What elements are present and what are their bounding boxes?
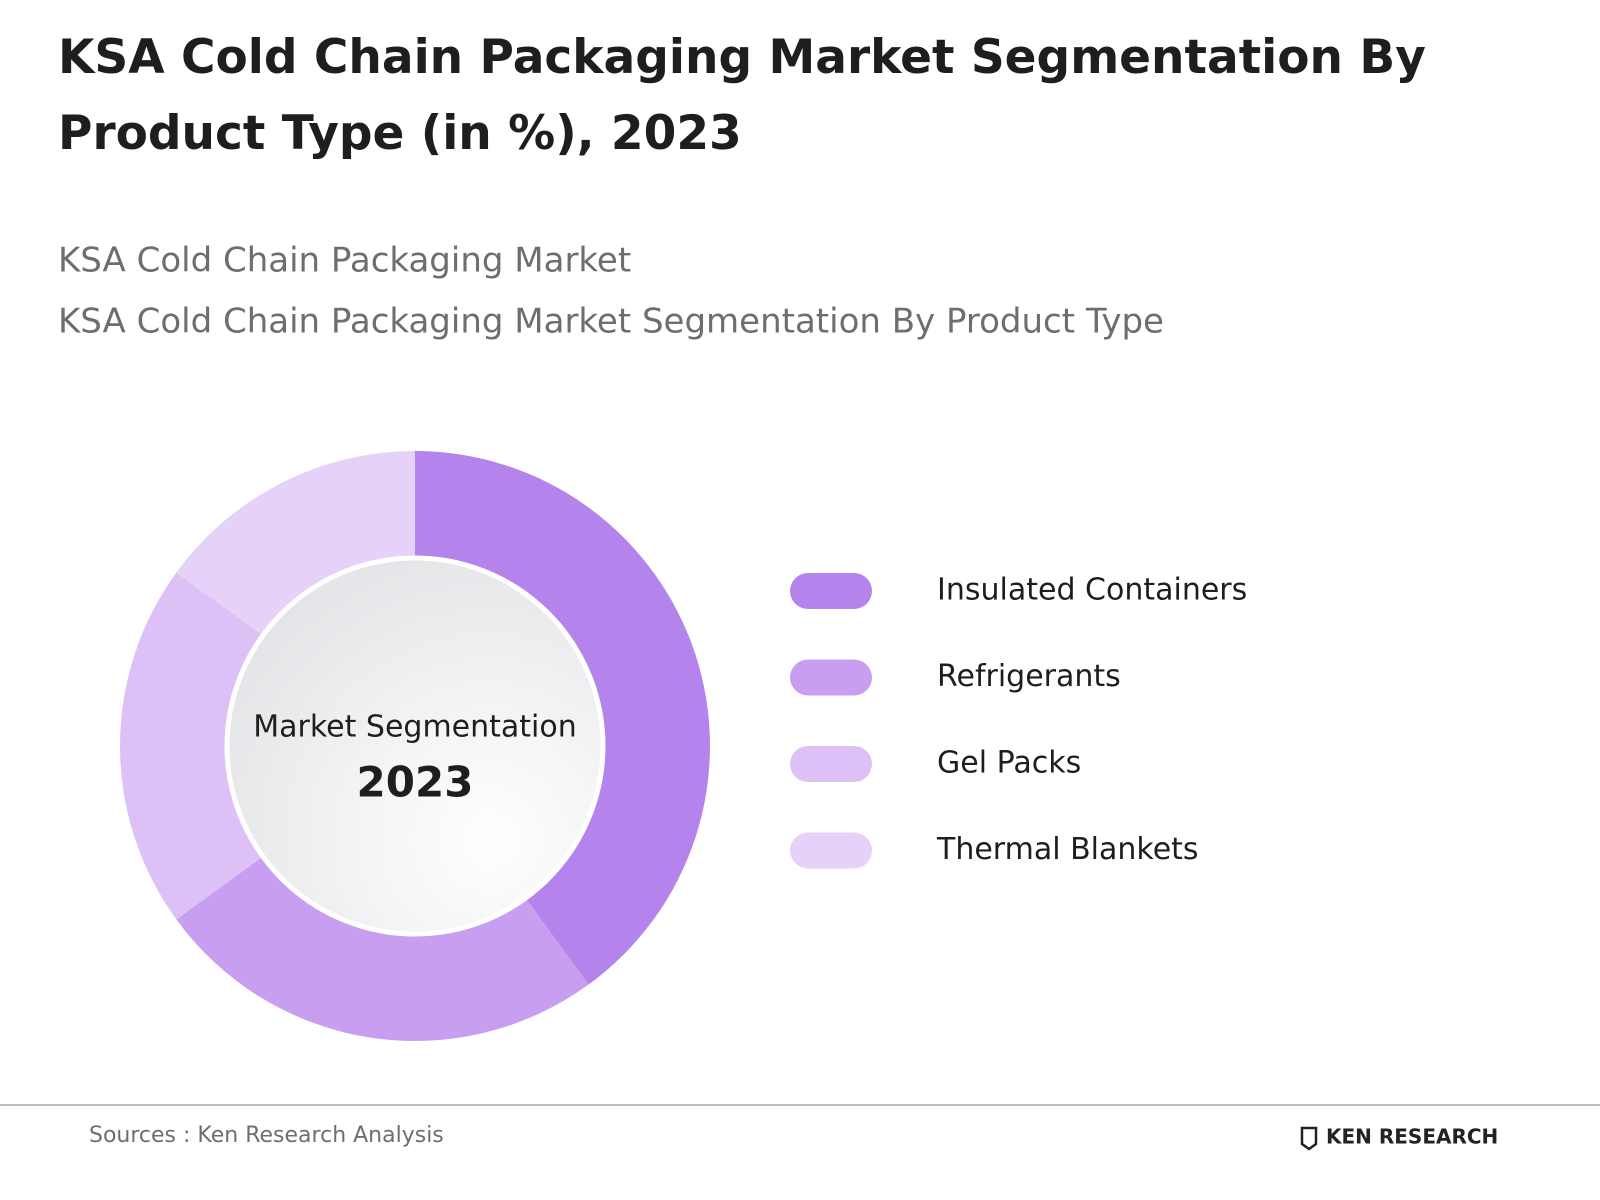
subtitle: KSA Cold Chain Packaging Market Segmenta… xyxy=(58,302,1164,342)
legend-label: Gel Packs xyxy=(937,746,1081,781)
donut xyxy=(119,451,711,1042)
title-box: KSA Cold Chain Packaging Market Segmenta… xyxy=(58,30,1426,161)
legend-swatch xyxy=(790,573,872,609)
center-year: 2023 xyxy=(357,758,474,807)
donut-slice xyxy=(119,572,270,920)
legend-label: Refrigerants xyxy=(937,659,1121,694)
legend-swatch xyxy=(790,746,872,782)
chart-title: KSA Cold Chain Packaging Market Segmenta… xyxy=(58,30,1426,161)
legend-swatch xyxy=(790,832,872,869)
legend-label: Insulated Containers xyxy=(937,573,1247,608)
donut-slice xyxy=(176,851,589,1042)
donut-slice xyxy=(176,451,415,641)
legend: Insulated Containers Refrigerants Gel Pack… xyxy=(790,573,1247,869)
source: Sources : Ken Research Analysis xyxy=(89,1123,444,1148)
legend-swatch xyxy=(790,659,872,696)
brand-logo xyxy=(1300,1126,1318,1151)
legend-label: Thermal Blankets xyxy=(936,832,1199,867)
donut-slice xyxy=(415,451,711,985)
subtitle: KSA Cold Chain Packaging Market xyxy=(58,241,631,281)
center-disc xyxy=(224,555,606,937)
center-label: Market Segmentation xyxy=(253,710,577,745)
brand: KEN RESEARCH xyxy=(1326,1125,1498,1149)
